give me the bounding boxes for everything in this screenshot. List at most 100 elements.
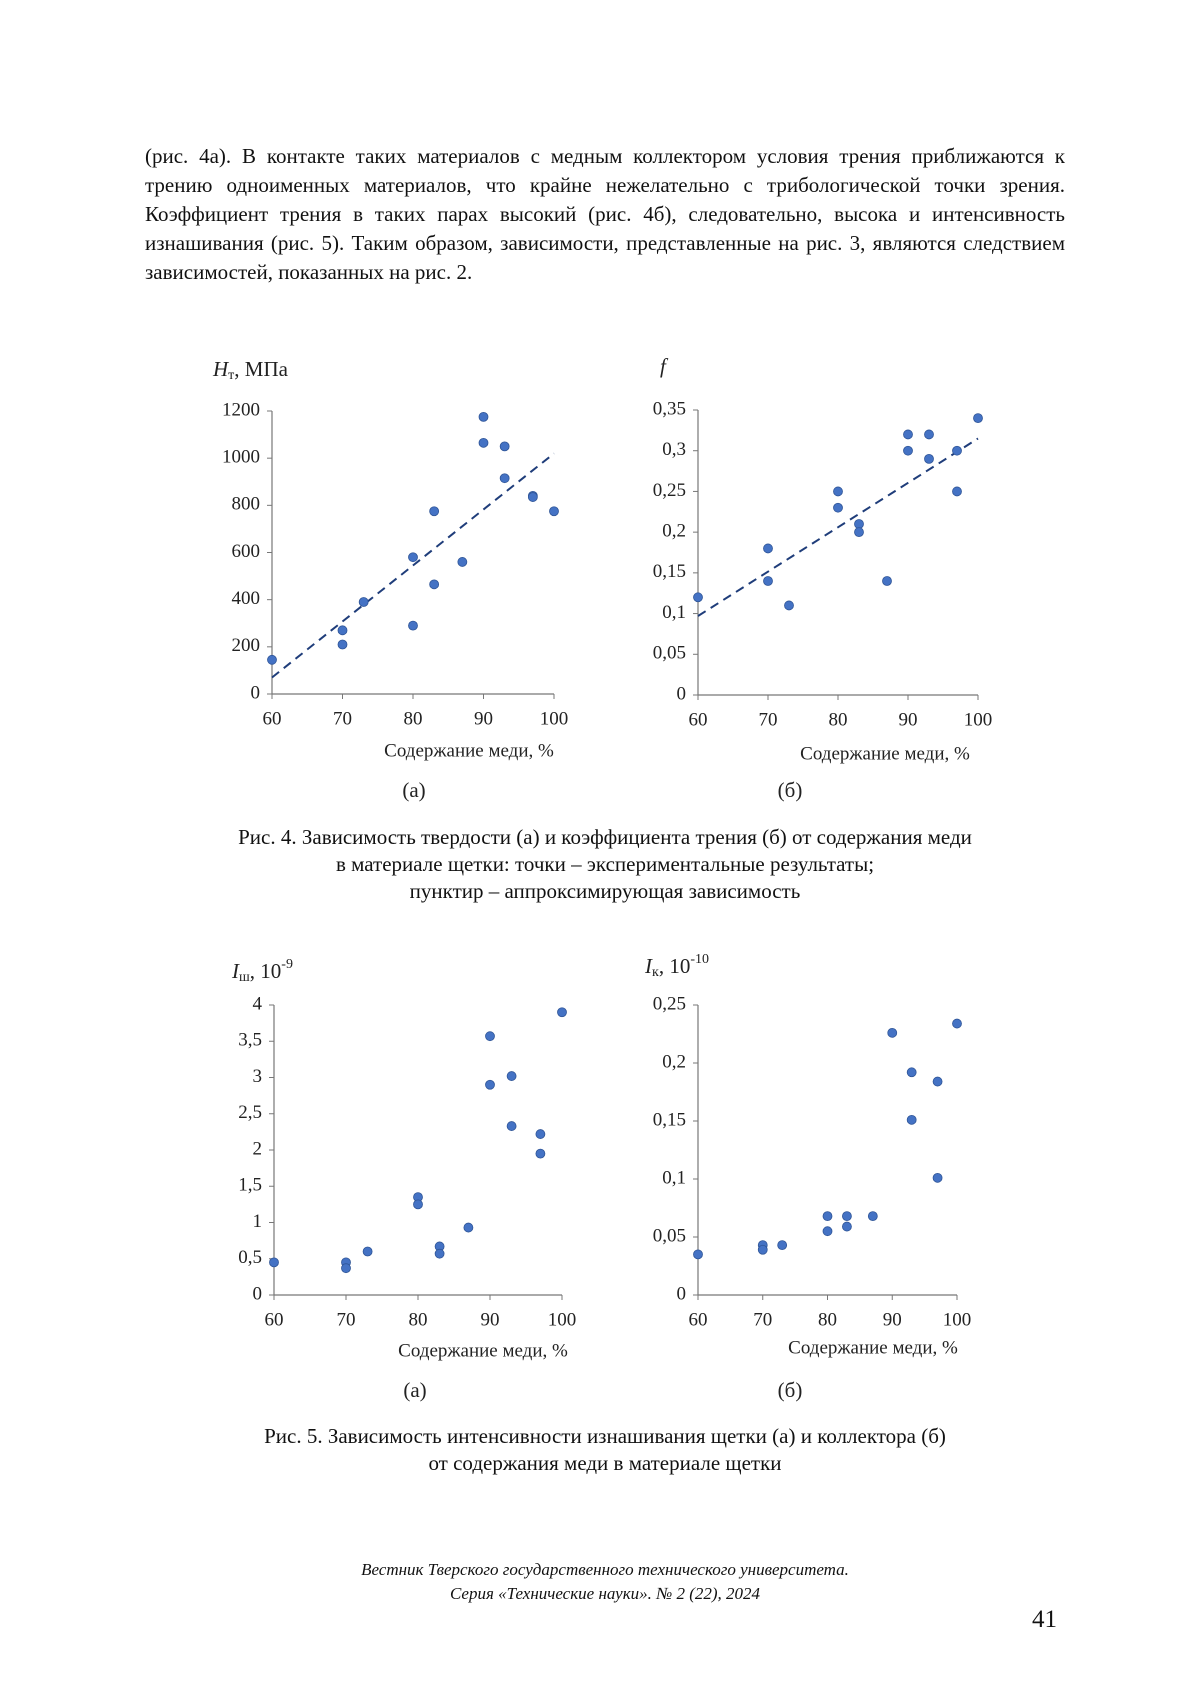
data-point xyxy=(270,1258,279,1267)
data-point xyxy=(764,577,773,586)
data-point xyxy=(363,1247,372,1256)
panel-label: (б) xyxy=(778,778,803,802)
y-label-superscript: -9 xyxy=(281,957,293,972)
y-tick-label: 1 xyxy=(253,1211,263,1232)
data-point xyxy=(430,507,439,516)
data-point xyxy=(359,598,368,607)
y-label-text: , 10 xyxy=(659,954,691,978)
data-point xyxy=(479,412,488,421)
data-point xyxy=(823,1227,832,1236)
x-tick-label: 100 xyxy=(943,1309,972,1330)
data-point xyxy=(888,1028,897,1037)
y-tick-label: 0,2 xyxy=(662,1051,686,1072)
y-tick-label: 0 xyxy=(253,1283,263,1304)
data-point xyxy=(430,580,439,589)
panel-label: (а) xyxy=(402,778,425,802)
data-point xyxy=(904,446,913,455)
data-point xyxy=(268,655,277,664)
data-point xyxy=(342,1264,351,1273)
x-axis-label: Содержание меди, % xyxy=(800,743,970,764)
x-axis-label: Содержание меди, % xyxy=(398,1340,568,1361)
y-label-symbol: f xyxy=(660,354,669,378)
x-tick-label: 60 xyxy=(265,1309,284,1330)
data-point xyxy=(694,593,703,602)
y-tick-label: 200 xyxy=(232,635,261,656)
y-tick-label: 0,05 xyxy=(653,1225,686,1246)
y-tick-label: 400 xyxy=(232,588,261,609)
data-point xyxy=(758,1245,767,1254)
data-point xyxy=(925,430,934,439)
y-tick-label: 0,25 xyxy=(653,480,686,501)
data-point xyxy=(536,1130,545,1139)
y-tick-label: 0,1 xyxy=(662,602,686,623)
data-point xyxy=(974,414,983,423)
y-tick-label: 0,3 xyxy=(662,439,686,460)
x-tick-label: 90 xyxy=(899,709,918,730)
data-point xyxy=(414,1200,423,1209)
y-tick-label: 0,1 xyxy=(662,1167,686,1188)
data-point xyxy=(778,1241,787,1250)
data-point xyxy=(694,1250,703,1259)
data-point xyxy=(834,503,843,512)
x-tick-label: 100 xyxy=(548,1309,577,1330)
x-tick-label: 80 xyxy=(829,709,848,730)
y-axis-label: Iк, 10-10 xyxy=(644,952,709,980)
y-tick-label: 1,5 xyxy=(238,1175,262,1196)
data-point xyxy=(953,487,962,496)
x-tick-label: 90 xyxy=(474,708,493,729)
data-point xyxy=(536,1149,545,1158)
data-point xyxy=(907,1115,916,1124)
x-tick-label: 80 xyxy=(409,1309,428,1330)
x-tick-label: 80 xyxy=(818,1309,837,1330)
y-axis-label: f xyxy=(660,354,669,378)
data-point xyxy=(558,1008,567,1017)
panel-label: (б) xyxy=(778,1378,803,1402)
data-point xyxy=(842,1222,851,1231)
x-tick-label: 70 xyxy=(759,709,778,730)
y-tick-label: 0,5 xyxy=(238,1247,262,1268)
data-point xyxy=(338,640,347,649)
data-point xyxy=(486,1080,495,1089)
x-tick-label: 100 xyxy=(540,708,569,729)
y-tick-label: 600 xyxy=(232,541,261,562)
x-tick-label: 70 xyxy=(337,1309,356,1330)
y-label-subscript: ш xyxy=(239,970,250,985)
x-axis-label: Содержание меди, % xyxy=(384,740,554,761)
data-point xyxy=(823,1212,832,1221)
trendline xyxy=(272,453,554,677)
data-point xyxy=(868,1212,877,1221)
x-tick-label: 70 xyxy=(333,708,352,729)
y-label-text: , МПа xyxy=(234,357,288,381)
y-tick-label: 0 xyxy=(251,682,261,703)
data-point xyxy=(409,621,418,630)
x-tick-label: 80 xyxy=(404,708,423,729)
data-point xyxy=(338,626,347,635)
y-label-superscript: -10 xyxy=(690,952,709,967)
data-point xyxy=(464,1223,473,1232)
y-tick-label: 0 xyxy=(677,683,687,704)
data-point xyxy=(486,1032,495,1041)
x-tick-label: 60 xyxy=(689,709,708,730)
data-point xyxy=(500,474,509,483)
x-tick-label: 60 xyxy=(263,708,282,729)
y-tick-label: 2 xyxy=(253,1138,263,1159)
y-tick-label: 3 xyxy=(253,1066,263,1087)
y-tick-label: 3,5 xyxy=(238,1030,262,1051)
data-point xyxy=(953,446,962,455)
y-tick-label: 800 xyxy=(232,494,261,515)
y-tick-label: 0,25 xyxy=(653,993,686,1014)
x-tick-label: 90 xyxy=(481,1309,500,1330)
y-tick-label: 2,5 xyxy=(238,1102,262,1123)
x-tick-label: 60 xyxy=(689,1309,708,1330)
data-point xyxy=(507,1072,516,1081)
data-point xyxy=(907,1068,916,1077)
y-axis-label: Iш, 10-9 xyxy=(231,957,293,985)
data-point xyxy=(953,1019,962,1028)
data-point xyxy=(904,430,913,439)
data-point xyxy=(883,577,892,586)
y-tick-label: 0,15 xyxy=(653,561,686,582)
y-tick-label: 0,05 xyxy=(653,643,686,664)
x-tick-label: 90 xyxy=(883,1309,902,1330)
